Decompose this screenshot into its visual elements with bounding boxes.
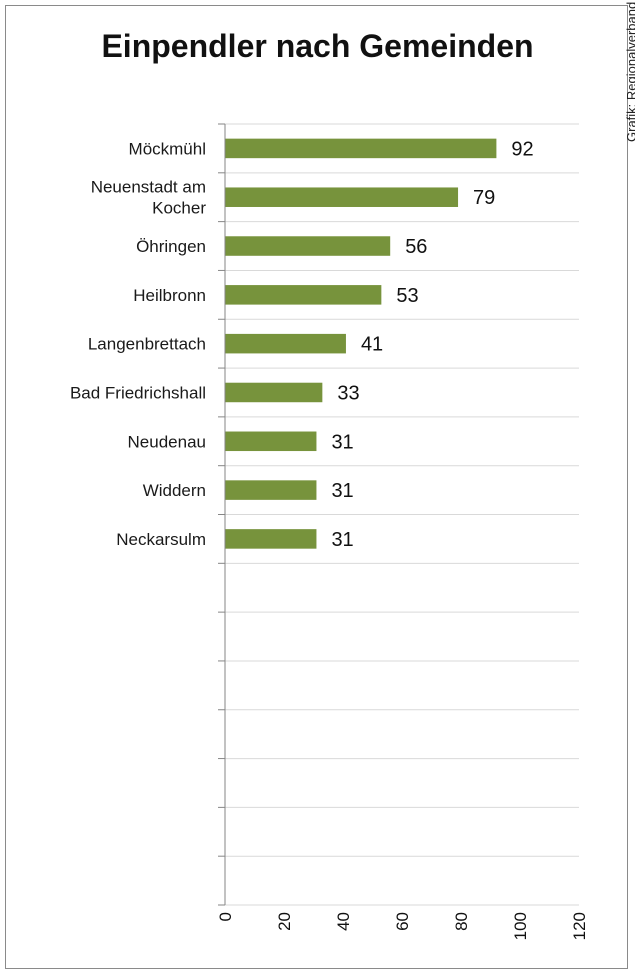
x-tick-label: 20 — [275, 912, 294, 931]
value-label: 41 — [361, 334, 383, 356]
value-label: 31 — [331, 529, 353, 551]
bar — [225, 382, 323, 403]
x-tick-label: 60 — [393, 912, 412, 931]
x-tick-label: 80 — [452, 912, 471, 931]
x-tick-label: 100 — [511, 912, 530, 940]
x-tick-label: 40 — [334, 912, 353, 931]
bar — [225, 285, 382, 305]
category-label: Neuenstadt am Kocher — [91, 178, 207, 218]
x-tick-label: 120 — [570, 912, 589, 940]
category-label: Heilbronn — [133, 286, 206, 305]
bar — [225, 431, 317, 452]
value-label: 56 — [405, 236, 427, 258]
category-label: Widdern — [143, 481, 206, 500]
bar — [225, 529, 317, 549]
bar — [225, 333, 346, 354]
value-label: 53 — [396, 285, 418, 307]
value-label: 33 — [337, 382, 359, 404]
category-label: Bad Friedrichshall — [70, 383, 206, 402]
x-tick-label: 0 — [216, 912, 235, 921]
x-tick-labels: 0 20 40 60 80 100 120 — [216, 912, 589, 940]
bar — [225, 480, 317, 500]
category-label: Möckmühl — [129, 139, 206, 158]
value-label: 92 — [511, 138, 533, 160]
category-label: Öhringen — [136, 237, 206, 256]
bar — [225, 187, 459, 207]
bars — [225, 138, 497, 549]
category-label: Langenbrettach — [88, 335, 206, 354]
value-label: 79 — [473, 187, 495, 209]
grid-lines — [218, 123, 579, 906]
bar — [225, 138, 497, 159]
chart-title: Einpendler nach Gemeinden — [101, 28, 534, 64]
bar — [225, 236, 391, 256]
category-label: Neckarsulm — [116, 530, 206, 549]
category-label: Neudenau — [128, 432, 206, 451]
value-label: 31 — [331, 431, 353, 453]
value-label: 31 — [331, 480, 353, 502]
value-labels: 92 79 56 53 41 33 31 31 31 — [331, 138, 533, 551]
chart-frame — [5, 5, 628, 969]
category-labels: Möckmühl Neuenstadt am Kocher Öhringen Heilb… — [70, 139, 206, 549]
